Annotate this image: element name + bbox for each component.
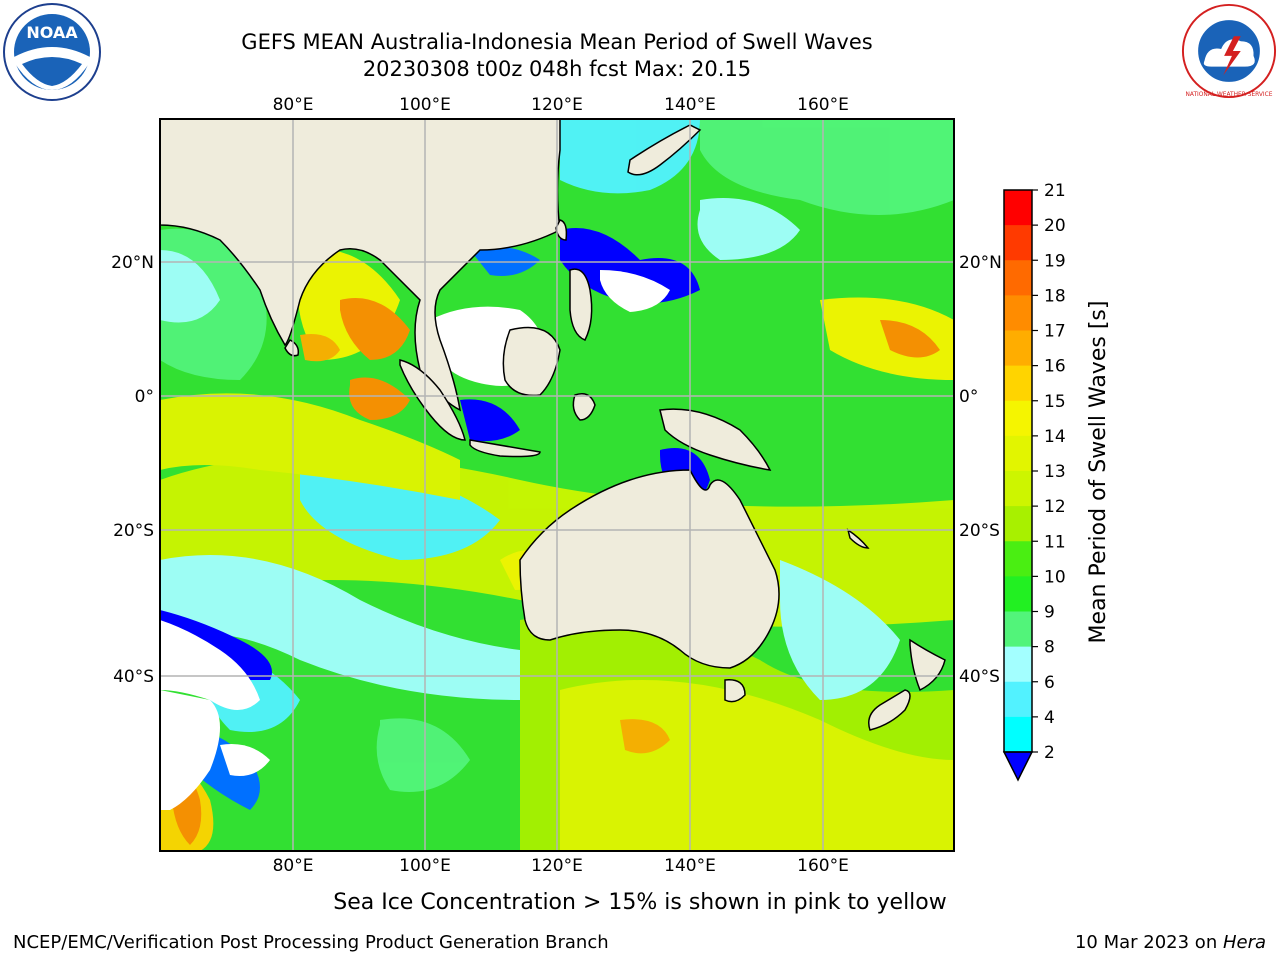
lat-label-left: 0° [135, 387, 154, 407]
philippines-land [569, 268, 593, 341]
map-subtitle: 20230308 t00z 048h fcst Max: 20.15 [362, 57, 752, 81]
lat-label-right: 20°S [959, 521, 1000, 541]
asia-land [160, 119, 561, 412]
colorbar-bin [1004, 646, 1032, 683]
graticule [160, 119, 954, 851]
colorbar-bin [1004, 260, 1032, 296]
japan-land [627, 124, 702, 176]
lon-label-top: 160°E [797, 95, 849, 115]
tasmania-land [724, 679, 746, 703]
lon-label-bottom: 80°E [273, 856, 314, 876]
lon-label-top: 100°E [399, 95, 451, 115]
map-title: GEFS MEAN Australia-Indonesia Mean Perio… [241, 30, 873, 54]
colorbar-tick-label: 20 [1044, 216, 1066, 236]
lat-labels-left: 20°N 0° 20°S 40°S [111, 253, 154, 687]
colorbar-extend-triangle [1002, 751, 1034, 782]
australia-land [519, 469, 780, 669]
lon-label-top: 140°E [664, 95, 716, 115]
lon-labels-top: 80°E 100°E 120°E 140°E 160°E [273, 95, 849, 115]
colorbar-tick-label: 2 [1044, 743, 1055, 763]
footer-date: 10 Mar 2023 on Hera [1075, 932, 1266, 953]
nws-logo-icon: NATIONAL WEATHER SERVICE [1181, 3, 1277, 98]
lon-label-bottom: 140°E [664, 856, 716, 876]
colorbar-bin [1004, 330, 1032, 367]
borneo-land [502, 326, 561, 397]
colorbar-tick-label: 9 [1044, 603, 1055, 623]
footer-date-text: 10 Mar 2023 on [1074, 932, 1223, 953]
colorbar-label: Mean Period of Swell Waves [s] [1086, 301, 1111, 644]
lon-label-top: 120°E [531, 95, 583, 115]
colorbar-bin [1004, 471, 1032, 507]
colorbar-tick-label: 13 [1044, 462, 1066, 482]
colorbar-tick-label: 17 [1044, 322, 1066, 342]
colorbar-bin [1004, 506, 1032, 542]
lon-labels-bottom: 80°E 100°E 120°E 140°E 160°E [273, 856, 849, 876]
colorbar-tick-label: 8 [1044, 638, 1055, 658]
lon-label-bottom: 120°E [531, 856, 583, 876]
sea-ice-caption: Sea Ice Concentration > 15% is shown in … [333, 890, 947, 915]
colorbar-tick-label: 15 [1044, 392, 1066, 412]
map-frame [159, 118, 955, 852]
new-caledonia-land [846, 528, 870, 549]
lat-label-left: 40°S [113, 667, 154, 687]
lon-label-bottom: 100°E [399, 856, 451, 876]
colorbar-tick-label: 21 [1044, 181, 1066, 201]
colorbar-bin [1004, 716, 1032, 753]
colorbar: 21 20 19 18 17 16 15 14 13 12 11 10 9 8 6 4 2 [1002, 181, 1066, 782]
colorbar-tick-label: 16 [1044, 357, 1066, 377]
colorbar-bin [1004, 435, 1032, 472]
nws-logo-text: NATIONAL WEATHER SERVICE [1186, 92, 1273, 98]
new-zealand-south-land [868, 689, 911, 731]
colorbar-bin [1004, 295, 1032, 331]
colorbar-tick-label: 6 [1044, 673, 1055, 693]
lat-label-left: 20°N [111, 253, 154, 273]
lon-label-top: 80°E [273, 95, 314, 115]
sumatra-land [399, 359, 466, 441]
colorbar-bin [1004, 225, 1032, 261]
lat-labels-right: 20°N 0° 20°S 40°S [959, 253, 1002, 687]
lon-label-bottom: 160°E [797, 856, 849, 876]
lat-label-right: 40°S [959, 667, 1000, 687]
colorbar-bin [1004, 681, 1032, 718]
colorbar-tick-label: 19 [1044, 251, 1066, 271]
footer-host: Hera [1222, 932, 1266, 953]
colorbar-bin [1004, 541, 1032, 577]
lat-label-left: 20°S [113, 521, 154, 541]
colorbar-bin [1004, 190, 1032, 226]
lat-label-right: 0° [959, 387, 978, 407]
colorbar-bin [1004, 400, 1032, 437]
colorbar-bin [1004, 611, 1032, 648]
java-land [469, 439, 541, 458]
colorbar-tick-label: 11 [1044, 532, 1066, 552]
colorbar-bin [1004, 576, 1032, 612]
noaa-logo-icon: NOAA [3, 3, 101, 101]
sri-lanka-land [284, 339, 300, 357]
footer-credit: NCEP/EMC/Verification Post Processing Pr… [13, 932, 609, 953]
sulawesi-land [572, 393, 596, 421]
colorbar-tick-label: 14 [1044, 427, 1066, 447]
colorbar-tick-label: 4 [1044, 708, 1055, 728]
colorbar-tick-label: 10 [1044, 567, 1066, 587]
lat-label-right: 20°N [959, 253, 1002, 273]
map-panel [160, 119, 954, 851]
colorbar-tick-label: 12 [1044, 497, 1066, 517]
land-masses [160, 119, 946, 731]
colorbar-bin [1004, 365, 1032, 402]
noaa-logo-text: NOAA [26, 23, 78, 42]
colorbar-tick-label: 18 [1044, 286, 1066, 306]
new-zealand-north-land [909, 638, 946, 692]
